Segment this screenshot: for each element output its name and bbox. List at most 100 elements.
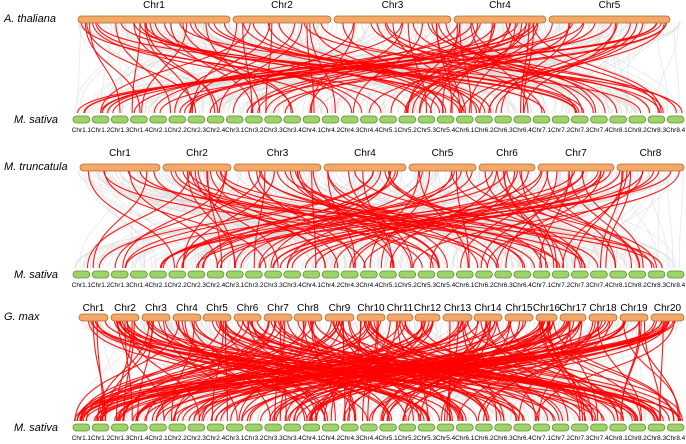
msativa-chromosome-bar (551, 115, 570, 124)
msativa-chromosome-bar (475, 270, 493, 279)
synteny-link (597, 319, 643, 422)
msativa-chromosome-label: Chr8.4 (666, 435, 686, 442)
synteny-link (306, 319, 625, 422)
synteny-link (240, 169, 473, 269)
msativa-chromosome-bar (91, 115, 110, 124)
top-chromosome-bar (141, 313, 171, 322)
synteny-link (209, 169, 339, 269)
msativa-chromosome-bar (302, 270, 321, 279)
msativa-chromosome-bar (187, 115, 206, 124)
msativa-chromosome-label: Chr8.2 (628, 435, 648, 442)
top-chromosome-label: Chr8 (640, 148, 662, 159)
msativa-chromosome-label: Chr2.3 (187, 282, 207, 289)
synteny-link (349, 169, 530, 269)
msativa-chromosome-bar (149, 115, 167, 124)
msativa-chromosome-bar (551, 423, 570, 432)
top-chromosome-bar (333, 15, 452, 24)
msativa-chromosome-bar (551, 270, 570, 279)
synteny-link (312, 21, 444, 114)
msativa-chromosome-label: Chr7.4 (589, 282, 609, 289)
top-chromosome-label: Chr12 (414, 303, 442, 314)
msativa-chromosome-bar (187, 270, 206, 279)
synteny-link (224, 319, 639, 422)
msativa-chromosome-label: Chr8.2 (628, 127, 648, 134)
msativa-chromosome-label: Chr3.4 (283, 127, 303, 134)
msativa-chromosome-label: Chr7.1 (532, 435, 552, 442)
msativa-chromosome-label: Chr1.3 (110, 435, 130, 442)
synteny-link (296, 169, 440, 269)
msativa-chromosome-bar (379, 270, 397, 279)
synteny-link (196, 169, 672, 269)
background-link (89, 169, 176, 269)
top-chromosome-label: Chr20 (654, 303, 682, 314)
top-chromosome-label: Chr2 (186, 148, 208, 159)
synteny-link (412, 21, 594, 114)
msativa-chromosome-bar (149, 423, 167, 432)
synteny-link (455, 169, 470, 269)
synteny-link (131, 21, 141, 114)
msativa-chromosome-bar (245, 423, 263, 432)
synteny-link (404, 21, 553, 114)
top-chromosome-bar (293, 313, 323, 322)
synteny-link (401, 319, 680, 422)
synteny-link (327, 169, 499, 269)
background-link (673, 21, 680, 114)
msativa-chromosome-label: Chr6.4 (513, 282, 533, 289)
synteny-link (103, 169, 439, 269)
synteny-link (638, 319, 679, 422)
top-chromosome-label: Chr5 (432, 148, 454, 159)
msativa-chromosome-bar (283, 423, 302, 432)
synteny-link (506, 169, 640, 269)
top-chromosome-bar (478, 163, 536, 172)
msativa-chromosome-bar (647, 423, 666, 432)
msativa-chromosome-bar (206, 423, 225, 432)
msativa-chromosome-label: Chr3.2 (244, 435, 264, 442)
msativa-chromosome-bar (436, 423, 455, 432)
top-chromosome-label: Chr10 (357, 303, 385, 314)
synteny-link (265, 21, 273, 114)
synteny-link (163, 21, 353, 114)
msativa-chromosome-label: Chr2.1 (148, 127, 168, 134)
synteny-link (442, 21, 459, 114)
msativa-chromosome-bar (360, 115, 378, 124)
background-link (615, 169, 618, 269)
synteny-link (470, 21, 529, 114)
msativa-chromosome-label: Chr2.4 (206, 282, 226, 289)
synteny-link (520, 21, 530, 114)
msativa-chromosome-bar (475, 423, 493, 432)
synteny-link (177, 319, 326, 422)
synteny-link (532, 21, 662, 114)
synteny-link (412, 169, 680, 269)
synteny-link (153, 21, 403, 114)
highlight-links (86, 169, 680, 269)
synteny-link (289, 169, 440, 269)
synteny-link (74, 319, 180, 422)
background-link (77, 21, 81, 114)
synteny-link (117, 319, 165, 422)
background-link (99, 21, 158, 114)
msativa-chromosome-label: Chr6.3 (494, 127, 514, 134)
msativa-chromosome-label: Chr5.2 (398, 127, 418, 134)
msativa-chromosome-bar (340, 270, 359, 279)
top-chromosome-label: Chr1 (109, 148, 131, 159)
synteny-link (348, 319, 362, 422)
synteny-link (189, 21, 459, 114)
synteny-link (368, 21, 585, 114)
msativa-chromosome-bar (609, 270, 627, 279)
msativa-chromosome-bar (436, 270, 455, 279)
msativa-chromosome-label: Chr2.4 (206, 435, 226, 442)
msativa-chromosome-label: Chr1.4 (129, 435, 149, 442)
msativa-chromosome-label: Chr2.3 (187, 127, 207, 134)
msativa-chromosome-bar (590, 270, 608, 279)
synteny-link (103, 169, 267, 269)
msativa-chromosome-bar (628, 270, 647, 279)
background-link (518, 319, 641, 422)
msativa-chromosome-bar (130, 115, 148, 124)
synteny-link (581, 169, 644, 269)
msativa-chromosome-label: Chr5.2 (398, 435, 418, 442)
background-link (465, 21, 608, 114)
msativa-chromosome-label: Chr5.1 (378, 282, 398, 289)
background-link (219, 169, 225, 269)
msativa-chromosome-bar (149, 270, 167, 279)
top-chromosome-bar (324, 313, 355, 322)
